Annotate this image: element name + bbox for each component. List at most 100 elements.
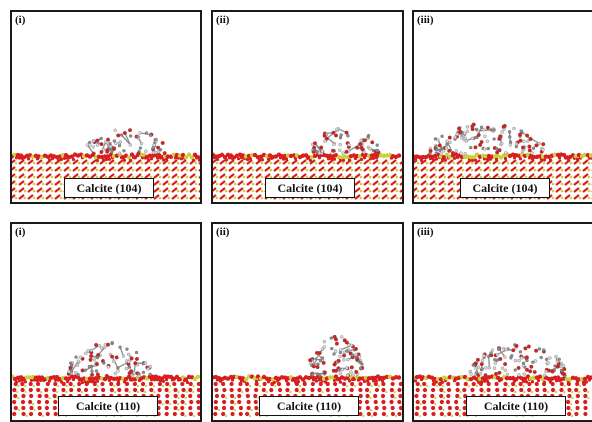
molecule-atom [149, 373, 152, 376]
calcium-atom [385, 391, 387, 393]
calcium-atom [65, 391, 67, 393]
oxygen-atom [189, 412, 193, 416]
molecule-atom [530, 365, 534, 369]
calcium-atom [51, 190, 54, 193]
oxygen-atom [77, 388, 81, 392]
calcium-atom [261, 169, 264, 172]
oxygen-atom [84, 388, 88, 392]
molecule-atom [434, 144, 437, 147]
calcium-atom [387, 169, 390, 172]
molecule-atom [455, 149, 458, 152]
surface-atom [549, 380, 552, 383]
slab-scene [414, 12, 592, 202]
oxygen-atom [365, 388, 369, 392]
molecule-atom [527, 345, 531, 349]
molecule-atom [152, 151, 155, 154]
oxygen-bond [181, 195, 186, 199]
molecule-atom [440, 152, 443, 155]
calcium-atom [420, 385, 422, 387]
molecule-atom [520, 356, 523, 359]
molecule-atom [441, 135, 444, 138]
molecule-atom [481, 367, 484, 370]
calcium-atom [159, 197, 162, 200]
calcium-atom [369, 397, 371, 399]
calcium-atom [195, 197, 198, 200]
molecule-atom [563, 367, 567, 371]
calcium-atom [324, 162, 327, 165]
oxygen-atom [124, 388, 128, 392]
oxygen-atom [140, 388, 144, 392]
calcium-atom [78, 169, 81, 172]
molecule-atom [477, 133, 481, 137]
oxygen-bond [229, 160, 234, 164]
molecule-atom [525, 359, 528, 362]
calcium-atom [514, 391, 516, 393]
calcium-atom [453, 197, 456, 200]
molecule-atom [529, 137, 533, 141]
molecule-atom [335, 128, 338, 131]
molecule-atom [486, 126, 490, 130]
calcium-atom [105, 169, 108, 172]
molecule-atom [481, 359, 484, 362]
calcium-atom [444, 169, 447, 172]
calcium-atom [128, 391, 130, 393]
calcium-atom [378, 176, 381, 179]
calcium-atom [378, 162, 381, 165]
oxygen-atom [527, 388, 531, 392]
oxygen-atom [245, 388, 249, 392]
calcium-atom [570, 409, 572, 411]
oxygen-bond [364, 167, 369, 171]
surface-atom [261, 158, 264, 161]
molecule-atom [515, 344, 519, 348]
calcium-atom [234, 183, 237, 186]
molecule-atom [528, 145, 532, 149]
oxygen-bond [109, 167, 114, 171]
oxygen-atom [285, 388, 289, 392]
molecule-atom [118, 152, 121, 155]
oxygen-bond [391, 188, 396, 192]
molecule-atom [528, 149, 532, 153]
oxygen-bond [229, 181, 234, 185]
calcium-atom [261, 197, 264, 200]
calcium-atom [24, 169, 27, 172]
oxygen-bond [163, 188, 168, 192]
molecule-atom [312, 365, 316, 369]
surface-atom [72, 158, 75, 161]
molecule-atom [122, 355, 125, 358]
calcium-atom [218, 409, 220, 411]
calcium-atom [453, 162, 456, 165]
oxygen-bond [118, 167, 123, 171]
molecule-atom [129, 143, 132, 146]
calcium-atom [371, 385, 373, 387]
surface-atom [267, 157, 270, 160]
molecule-atom [484, 373, 488, 377]
oxygen-bond [46, 195, 51, 199]
oxygen-atom [173, 406, 177, 410]
oxygen-bond [12, 160, 15, 164]
calcium-atom [360, 176, 363, 179]
oxygen-atom [375, 388, 379, 392]
calcium-atom [561, 197, 564, 200]
molecule-atom [503, 356, 506, 359]
molecule-atom [548, 356, 551, 359]
calcium-atom [552, 183, 555, 186]
oxygen-atom [374, 400, 378, 404]
oxygen-bond [274, 167, 279, 171]
oxygen-bond [547, 167, 552, 171]
oxygen-atom [567, 394, 571, 398]
surface-atom [180, 157, 183, 160]
molecule-atom [127, 353, 130, 356]
calcium-atom [51, 176, 54, 179]
calcium-atom [225, 190, 228, 193]
molecule-atom [502, 125, 506, 129]
calcium-atom [144, 391, 146, 393]
molecule-atom [116, 366, 119, 369]
molecule-atom [79, 356, 82, 359]
molecule-atom [335, 342, 339, 346]
calcium-atom [168, 169, 171, 172]
calcium-atom [18, 409, 20, 411]
molecule-atom [541, 148, 544, 151]
calcium-atom [480, 162, 483, 165]
oxygen-atom [158, 400, 162, 404]
molecule-atom [475, 128, 478, 131]
